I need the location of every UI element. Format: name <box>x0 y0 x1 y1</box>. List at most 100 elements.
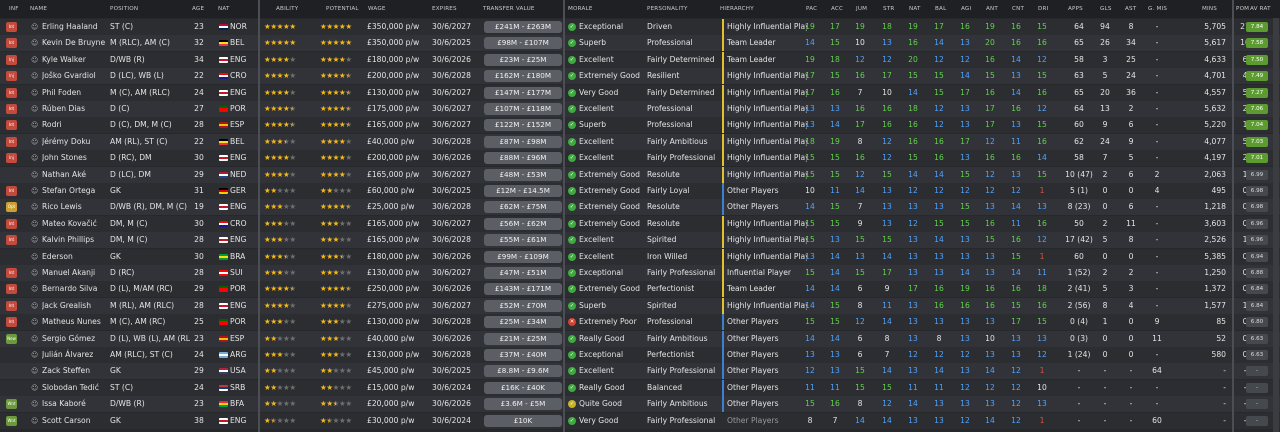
col-ast[interactable]: AST <box>1125 6 1137 12</box>
col-avrat[interactable]: AV RAT <box>1250 6 1271 12</box>
table-row[interactable]: Int ☺ Rodri D (C), DM, M (C) 28 ESP ★★★★★ ★★★★★… <box>0 117 1280 134</box>
player-name-link[interactable]: Phil Foden <box>42 87 82 97</box>
col-gls[interactable]: GLS <box>1100 6 1112 12</box>
col-pac[interactable]: PAC <box>806 6 818 12</box>
player-name-link[interactable]: Manuel Akanji <box>42 268 96 277</box>
table-row[interactable]: Int ☺ Kalvin Phillips DM, M (C) 28 ENG ★★★★★ ★★… <box>0 232 1280 249</box>
col-bal[interactable]: BAL <box>935 6 947 12</box>
player-name-link[interactable]: Jérémy Doku <box>42 136 91 146</box>
col-morale[interactable]: MORALE <box>568 6 593 12</box>
col-cnt[interactable]: CNT <box>1012 6 1025 12</box>
table-row[interactable]: Int ☺ Jérémy Doku AM (RL), ST (C) 22 BEL ★★★★★… <box>0 133 1280 150</box>
player-name-link[interactable]: Matheus Nunes <box>42 317 101 327</box>
col-hierarchy[interactable]: HIERARCHY <box>720 6 754 12</box>
status-tag-icon[interactable]: Int <box>6 235 17 246</box>
player-name-link[interactable]: John Stones <box>42 153 87 163</box>
table-row[interactable]: Inj ☺ Joško Gvardiol D (LC), WB (L) 22 CRO ★★★… <box>0 68 1280 85</box>
table-row[interactable]: Wnt ☺ Issa Kaboré D/WB (R) 23 BFA ★★★★★ ★★★★★ £2… <box>0 396 1280 413</box>
player-name-link[interactable]: Sergio Gómez <box>42 333 96 343</box>
player-name-link[interactable]: Rúben Dias <box>42 104 86 113</box>
status-tag-icon[interactable]: Int <box>6 268 17 278</box>
status-tag-icon[interactable]: Int <box>6 218 17 229</box>
player-name-link[interactable]: Bernardo Silva <box>42 284 98 294</box>
player-name-link[interactable]: Kalvin Phillips <box>42 235 95 245</box>
status-tag-icon[interactable]: Int <box>6 104 17 114</box>
status-tag-icon[interactable]: Int <box>6 186 17 196</box>
player-name-link[interactable]: Scott Carson <box>42 415 91 425</box>
status-tag-icon[interactable]: Inj <box>6 153 17 164</box>
table-row[interactable]: Int ☺ Kevin De Bruyne M (RLC), AM (C) 32 BEL ★… <box>0 35 1280 52</box>
player-name-link[interactable]: Rodri <box>42 120 62 130</box>
player-name-link[interactable]: Nathan Aké <box>42 169 86 179</box>
table-row[interactable]: Int ☺ Jack Grealish M (RL), AM (RLC) 28 ENG ★★… <box>0 297 1280 314</box>
col-age[interactable]: AGE <box>192 6 205 12</box>
table-row[interactable]: Int ☺ Phil Foden M (C), AM (RLC) 24 ENG ★★★★★ ★… <box>0 84 1280 101</box>
table-row[interactable]: ☺ Nathan Aké D (LC), DM 29 NED ★★★★★ ★★★★★ £165… <box>0 166 1280 183</box>
col-jum[interactable]: JUM <box>856 6 868 12</box>
status-tag-icon[interactable]: Int <box>6 300 17 311</box>
table-row[interactable]: ☺ Julián Álvarez AM (RLC), ST (C) 24 ARG ★★★★… <box>0 347 1280 363</box>
col-position[interactable]: POSITION <box>110 6 139 12</box>
status-tag-icon[interactable]: New <box>6 333 17 344</box>
player-name-link[interactable]: Erling Haaland <box>42 22 98 31</box>
player-name-link[interactable]: Joško Gvardiol <box>42 71 96 81</box>
col-mins[interactable]: MINS <box>1202 6 1218 12</box>
status-tag-icon[interactable]: Int <box>6 87 17 98</box>
player-name-link[interactable]: Issa Kaboré <box>42 399 86 409</box>
table-row[interactable]: ☺ Slobodan Tedić ST (C) 24 SRB ★★★★★ ★★★★★ £15,… <box>0 379 1280 396</box>
table-row[interactable]: Int ☺ Stefan Ortega GK 31 GER ★★★★★ ★★★★★ £60,00… <box>0 183 1280 199</box>
player-name-link[interactable]: Kevin De Bruyne <box>42 38 106 48</box>
table-row[interactable]: Wnt ☺ Scott Carson GK 38 ENG ★★★★★ ★★★★★ £30,000… <box>0 412 1280 429</box>
table-row[interactable]: New ☺ Sergio Gómez D (L), WB (L), AM (RL) 23… <box>0 330 1280 347</box>
col-acc[interactable]: ACC <box>831 6 844 12</box>
col-dri[interactable]: DRI <box>1038 6 1049 12</box>
col-gmis[interactable]: G. MIS <box>1148 6 1168 12</box>
col-transfer-value[interactable]: TRANSFER VALUE <box>483 6 535 12</box>
player-name-link[interactable]: Slobodan Tedić <box>42 382 99 392</box>
player-name-link[interactable]: Jack Grealish <box>42 300 92 310</box>
player-name-link[interactable]: Rico Lewis <box>42 202 82 212</box>
col-ant[interactable]: ANT <box>986 6 999 12</box>
player-name-link[interactable]: Mateo Kovačić <box>42 218 97 228</box>
col-nat[interactable]: NAT <box>218 6 230 12</box>
status-tag-icon[interactable]: Int <box>6 38 17 49</box>
col-wage[interactable]: WAGE <box>368 6 386 12</box>
table-row[interactable]: ☺ Ederson GK 30 BRA ★★★★★ ★★★★★ £180,000 p/w 30/… <box>0 248 1280 265</box>
status-tag-icon[interactable]: Int <box>6 120 17 131</box>
player-name-link[interactable]: Ederson <box>42 251 73 261</box>
table-row[interactable]: Inj ☺ John Stones D (RC), DM 30 ENG ★★★★★ ★★★★★… <box>0 150 1280 167</box>
col-potential[interactable]: POTENTIAL <box>326 6 359 12</box>
col-personality[interactable]: PERSONALITY <box>647 6 688 12</box>
status-tag-icon[interactable]: Int <box>6 284 17 295</box>
status-tag-icon[interactable]: Wnt <box>6 399 17 410</box>
table-row[interactable]: ☺ Zack Steffen GK 29 USA ★★★★★ ★★★★★ £45,000 p/… <box>0 363 1280 380</box>
table-row[interactable]: Int ☺ Matheus Nunes M (C), AM (RC) 25 POR ★★★★… <box>0 314 1280 331</box>
col-str[interactable]: STR <box>883 6 895 12</box>
col-name[interactable]: NAME <box>30 6 48 12</box>
col-expires[interactable]: EXPIRES <box>432 6 457 12</box>
col-ability[interactable]: ABILITY <box>276 6 299 12</box>
table-row[interactable]: Opt ☺ Rico Lewis D/WB (R), DM, M (C) 19 ENG ★★… <box>0 199 1280 216</box>
player-name-link[interactable]: Zack Steffen <box>42 366 91 376</box>
table-row[interactable]: Int ☺ Rúben Dias D (C) 27 POR ★★★★★ ★★★★★ £175,0… <box>0 101 1280 117</box>
col-agi[interactable]: AGI <box>961 6 972 12</box>
vertical-scrollbar[interactable] <box>1273 18 1279 432</box>
col-inf[interactable]: INF <box>9 6 19 12</box>
player-name-link[interactable]: Kyle Walker <box>42 54 86 64</box>
status-tag-icon[interactable]: Int <box>6 22 17 32</box>
status-tag-icon[interactable]: Int <box>6 136 17 147</box>
status-tag-icon[interactable]: Wnt <box>6 415 17 426</box>
col-apps[interactable]: APPS <box>1068 6 1083 12</box>
player-name-link[interactable]: Stefan Ortega <box>42 186 96 195</box>
status-tag-icon[interactable]: Inj <box>6 71 17 82</box>
col-pom[interactable]: POM <box>1236 6 1250 12</box>
table-row[interactable]: Int ☺ Bernardo Silva D (L), M/AM (RC) 29 POR ★… <box>0 281 1280 298</box>
status-tag-icon[interactable]: Inj <box>6 54 17 65</box>
status-tag-icon[interactable]: Opt <box>6 202 17 213</box>
table-row[interactable]: Int ☺ Erling Haaland ST (C) 23 NOR ★★★★★ ★★★★★ £… <box>0 19 1280 35</box>
table-row[interactable]: Inj ☺ Kyle Walker D/WB (R) 34 ENG ★★★★★ ★★★★★ £1… <box>0 51 1280 68</box>
col-nat-attr[interactable]: NAT <box>909 6 921 12</box>
table-row[interactable]: Int ☺ Mateo Kovačić DM, M (C) 30 CRO ★★★★★ ★★★★… <box>0 215 1280 232</box>
status-tag-icon[interactable]: Int <box>6 317 17 328</box>
player-name-link[interactable]: Julián Álvarez <box>42 350 94 359</box>
